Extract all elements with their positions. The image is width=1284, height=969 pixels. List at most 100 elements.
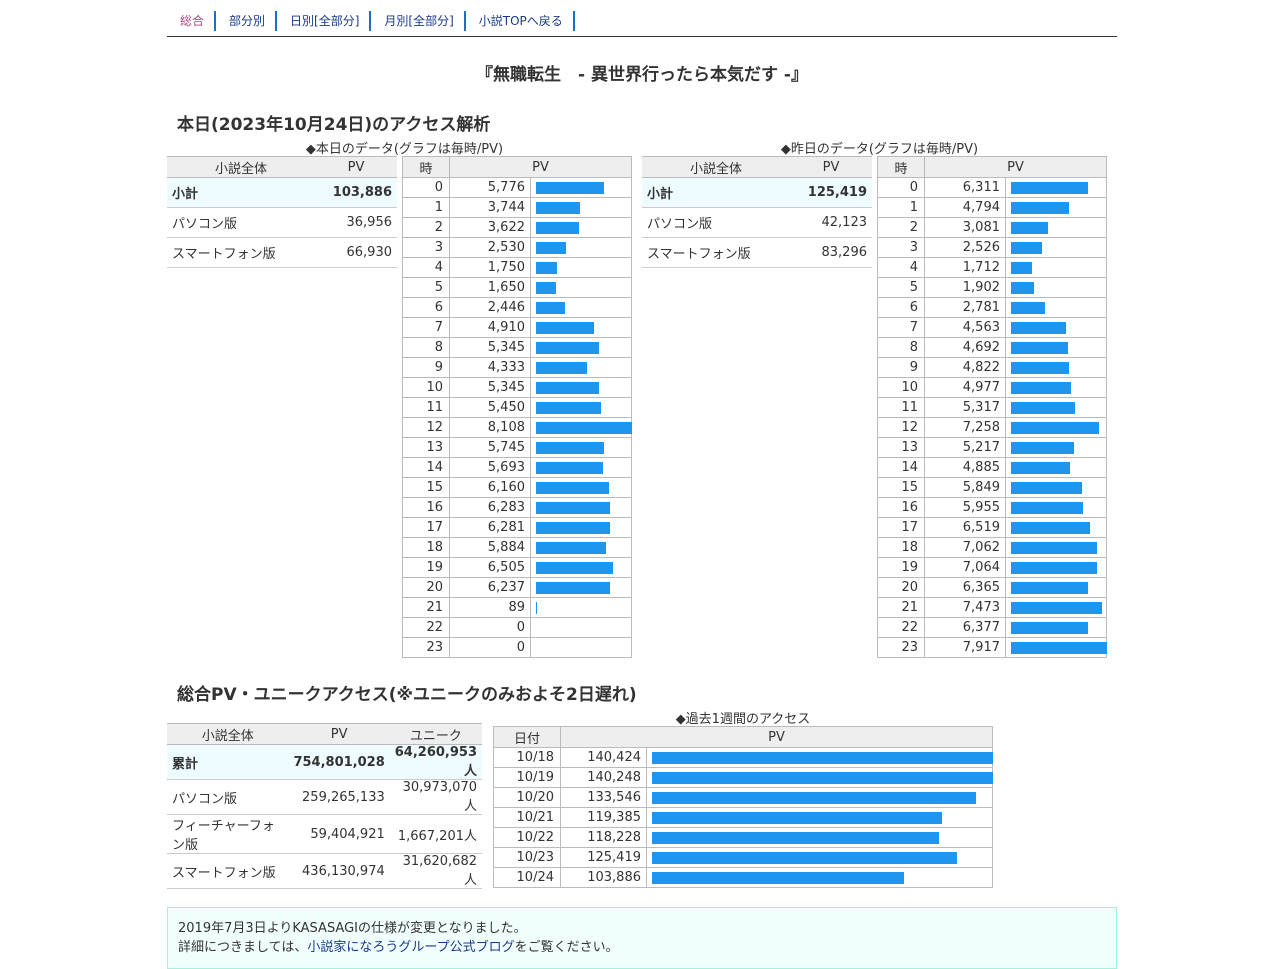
row-label: 小計	[167, 177, 315, 208]
row-label: 2	[402, 217, 450, 238]
row-label: 16	[402, 497, 450, 518]
row-label: 4	[877, 257, 925, 278]
table-row: 1 4,794	[877, 197, 1107, 218]
pv-bar	[536, 262, 557, 274]
today-heading: 本日(2023年10月24日)のアクセス解析	[177, 115, 491, 135]
bar-cell	[530, 637, 632, 658]
row-label: 8	[402, 337, 450, 358]
bar-cell	[530, 197, 632, 218]
row-label: 12	[402, 417, 450, 438]
row-label: パソコン版	[642, 207, 790, 238]
row-label: 18	[402, 537, 450, 558]
table-row: 17 6,281	[402, 517, 632, 538]
row-value: 6,365	[924, 577, 1006, 598]
bar-cell	[530, 237, 632, 258]
pv-bar	[1011, 462, 1070, 474]
tab-daily[interactable]: 日別[全部分]	[277, 11, 372, 31]
row-label: 20	[402, 577, 450, 598]
tab-back-to-novel-top[interactable]: 小説TOPへ戻る	[466, 11, 575, 31]
row-label: スマートフォン版	[167, 853, 289, 889]
total-row: パソコン版 259,265,133 30,973,070人	[167, 779, 482, 815]
bar-cell	[646, 787, 993, 808]
table-row: 10/20 133,546	[493, 787, 993, 808]
row-label: 1	[877, 197, 925, 218]
pv-bar	[536, 282, 556, 294]
row-value: 2,781	[924, 297, 1006, 318]
table-row: 21 89	[402, 597, 632, 618]
bar-cell	[1005, 437, 1107, 458]
pv-bar	[1011, 542, 1097, 554]
pv-bar	[1011, 262, 1032, 274]
row-value: 8,108	[449, 417, 531, 438]
row-label: 10/23	[493, 847, 561, 868]
table-row: 10/24 103,886	[493, 867, 993, 888]
row-label: 22	[402, 617, 450, 638]
row-value: 103,886	[560, 867, 647, 888]
row-value: 119,385	[560, 807, 647, 828]
bar-cell	[1005, 477, 1107, 498]
tab-by-part[interactable]: 部分別	[216, 11, 278, 31]
table-row: 10/21 119,385	[493, 807, 993, 828]
col-header-pv: PV	[315, 156, 397, 178]
table-row: 20 6,365	[877, 577, 1107, 598]
bar-cell	[530, 437, 632, 458]
row-label: 21	[877, 597, 925, 618]
table-row: 23 7,917	[877, 637, 1107, 658]
bar-cell	[530, 457, 632, 478]
row-label: 5	[402, 277, 450, 298]
today-summary-table: 小説全体 PV 小計 103,886 パソコン版 36,956 スマートフォン版 66,9…	[167, 156, 397, 268]
table-row: 10 5,345	[402, 377, 632, 398]
table-row: 16 6,283	[402, 497, 632, 518]
row-value: 7,258	[924, 417, 1006, 438]
row-label: 9	[402, 357, 450, 378]
pv-bar	[1011, 182, 1088, 194]
row-label: 10/19	[493, 767, 561, 788]
total-row: フィーチャーフォン版 59,404,921 1,667,201人	[167, 814, 482, 854]
row-value: 133,546	[560, 787, 647, 808]
row-label: パソコン版	[167, 779, 289, 815]
table-row: 4 1,712	[877, 257, 1107, 278]
row-label: 19	[402, 557, 450, 578]
row-label: 20	[877, 577, 925, 598]
row-value: 7,062	[924, 537, 1006, 558]
row-pv: 436,130,974	[288, 853, 390, 889]
pv-bar	[536, 242, 566, 254]
bar-cell	[530, 517, 632, 538]
table-row: 22 0	[402, 617, 632, 638]
table-row: 6 2,781	[877, 297, 1107, 318]
bar-cell	[530, 597, 632, 618]
pv-bar	[536, 442, 604, 454]
week-access-table: 日付 PV 10/18 140,424 10/19 140,248 10/20 133,5…	[493, 726, 993, 888]
blog-link[interactable]: 小説家になろうグループ公式ブログ	[307, 940, 515, 955]
total-row: 累計 754,801,028 64,260,953人	[167, 744, 482, 780]
tab-overall[interactable]: 総合	[167, 11, 217, 31]
table-row: 2 3,622	[402, 217, 632, 238]
today-hourly-table: 時 PV 0 5,776 1 3,744 2 3,622 3 2,530 4 1,750 5 1,65…	[402, 156, 632, 658]
table-row: 2 3,081	[877, 217, 1107, 238]
pv-bar	[536, 462, 603, 474]
row-label: 23	[877, 637, 925, 658]
pv-bar	[1011, 362, 1069, 374]
pv-bar	[1011, 382, 1071, 394]
pv-bar	[1011, 422, 1099, 434]
bar-cell	[530, 357, 632, 378]
table-row: 11 5,450	[402, 397, 632, 418]
yesterday-caption: ◆昨日のデータ(グラフは毎時/PV)	[780, 142, 979, 157]
row-label: 1	[402, 197, 450, 218]
table-row: 14 4,885	[877, 457, 1107, 478]
row-value: 6,160	[449, 477, 531, 498]
row-value: 3,744	[449, 197, 531, 218]
table-row: 18 7,062	[877, 537, 1107, 558]
row-value: 6,281	[449, 517, 531, 538]
row-value: 125,419	[560, 847, 647, 868]
row-label: 19	[877, 557, 925, 578]
notice-text: をご覧ください。	[514, 940, 619, 955]
pv-bar	[536, 562, 613, 574]
notice-line: 2019年7月3日よりKASASAGIの仕様が変更となりました。	[178, 921, 527, 936]
bar-cell	[1005, 517, 1107, 538]
row-value: 5,317	[924, 397, 1006, 418]
row-value: 6,505	[449, 557, 531, 578]
tab-monthly[interactable]: 月別[全部分]	[371, 11, 466, 31]
col-header-unique: ユニーク	[389, 723, 482, 745]
bar-cell	[646, 827, 993, 848]
